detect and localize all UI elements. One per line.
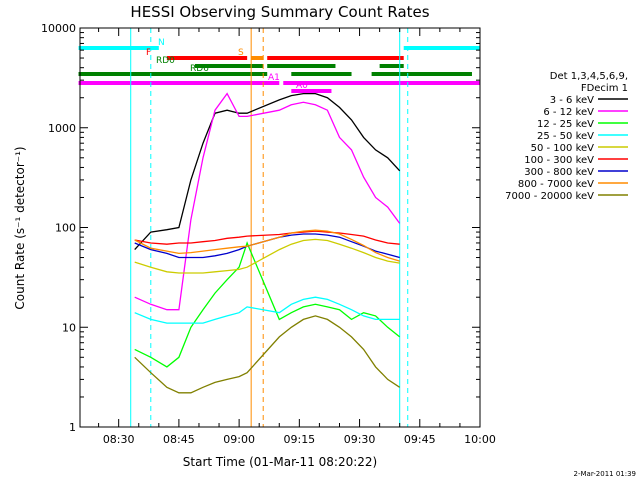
flag-label-n: N: [158, 38, 165, 48]
y-tick-label: 10000: [41, 22, 76, 35]
y-tick-label: 1: [69, 421, 76, 434]
series-line-25-50-kev: [134, 296, 400, 324]
legend-label: 25 - 50 keV: [537, 131, 594, 142]
legend-label: 12 - 25 keV: [537, 119, 594, 130]
flag-label-rd6: RD6: [190, 64, 209, 74]
vertical-markers: [130, 28, 409, 427]
series-line-800-7000-kev: [134, 229, 400, 262]
series-line-12-25-kev: [134, 241, 401, 368]
flag-label-a1: A1: [268, 73, 280, 83]
series-lines: [134, 92, 401, 394]
y-tick-label: 10: [62, 321, 76, 334]
legend-header: Det 1,3,4,5,6,9,: [550, 71, 628, 82]
flag-label-rd0: RD0: [156, 56, 175, 66]
legend-label: 3 - 6 keV: [550, 95, 594, 106]
y-tick-label: 100: [55, 222, 76, 235]
x-tick-label: 08:45: [163, 433, 195, 446]
legend-label: 300 - 800 keV: [524, 167, 594, 178]
series-line-100-300-kev: [134, 230, 400, 245]
series-line-7000-20000-kev: [134, 315, 401, 394]
y-axis-label: Count Rate (s⁻¹ detector⁻¹): [13, 146, 27, 309]
legend-label: 100 - 300 keV: [524, 155, 594, 166]
x-tick-label: 09:45: [404, 433, 436, 446]
x-axis-label: Start Time (01-Mar-11 08:20:22): [183, 455, 377, 469]
series-line-6-12-kev: [134, 92, 401, 311]
observing-flags: N S F RD0 RD6 A1 A0: [78, 38, 480, 93]
legend-label: 6 - 12 keV: [543, 107, 594, 118]
axes: 1 10 100 1000 10000 08:30 08:45 09:00 09:15 09:30…: [41, 22, 496, 446]
chart-title: HESSI Observing Summary Count Rates: [130, 3, 429, 21]
flag-label-f: F: [146, 48, 151, 58]
y-tick-label: 1000: [48, 122, 76, 135]
x-tick-label: 10:00: [464, 433, 496, 446]
legend-label: 50 - 100 keV: [531, 143, 595, 154]
x-tick-label: 08:30: [103, 433, 135, 446]
series-line-50-100-kev: [134, 238, 400, 274]
x-tick-label: 09:30: [344, 433, 376, 446]
x-tick-label: 09:00: [223, 433, 255, 446]
x-tick-label: 09:15: [283, 433, 315, 446]
legend-header: FDecim 1: [581, 83, 628, 94]
flag-label-s: S: [238, 48, 244, 58]
legend-label: 7000 - 20000 keV: [505, 191, 594, 202]
legend-label: 800 - 7000 keV: [518, 179, 594, 190]
series-line-3-6-kev: [134, 92, 401, 251]
timestamp: 2-Mar-2011 01:39: [574, 470, 636, 478]
flag-label-a0: A0: [296, 81, 308, 91]
